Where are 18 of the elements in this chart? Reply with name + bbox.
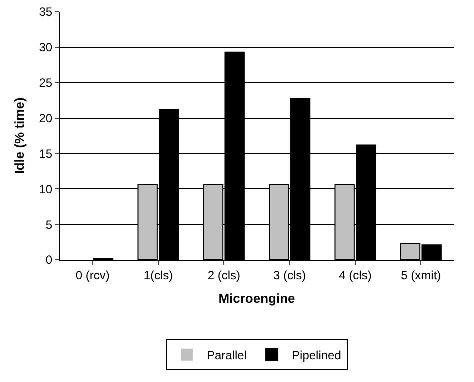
y-tick-label: 5 <box>46 218 53 232</box>
y-tick-label: 30 <box>39 40 53 55</box>
x-axis-title: Microengine <box>218 291 296 306</box>
y-tick-label: 35 <box>39 5 53 20</box>
legend-label: Parallel <box>207 348 248 363</box>
y-tick-label: 10 <box>39 182 53 196</box>
y-tick-label: 20 <box>39 111 53 126</box>
y-tick-label: 25 <box>39 76 53 90</box>
x-tick-label: 5 (xmit) <box>401 268 442 282</box>
x-tick-label: 4 (cls) <box>339 268 372 282</box>
legend-label: Pipelined <box>292 348 342 363</box>
y-tick-label: 0 <box>46 253 53 268</box>
y-axis-title: Idle (% time) <box>12 98 27 174</box>
x-tick-label: 2 (cls) <box>208 268 241 282</box>
y-tick-label: 15 <box>39 146 53 161</box>
x-tick-label: 1(cls) <box>144 268 174 282</box>
x-tick-label: 0 (rcv) <box>76 268 110 282</box>
x-tick-label: 3 (cls) <box>273 268 306 282</box>
